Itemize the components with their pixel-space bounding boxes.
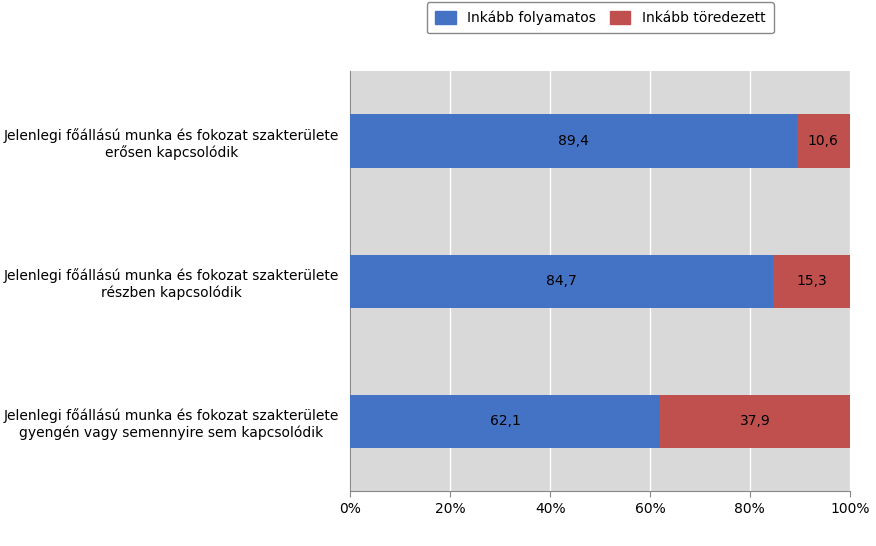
- Text: 10,6: 10,6: [808, 134, 838, 148]
- Bar: [661, 395, 850, 448]
- Text: 84,7: 84,7: [547, 274, 577, 288]
- Legend: Inkább folyamatos, Inkább töredezett: Inkább folyamatos, Inkább töredezett: [427, 2, 774, 33]
- Bar: [350, 115, 797, 168]
- Text: 37,9: 37,9: [739, 414, 771, 428]
- Text: 62,1: 62,1: [490, 414, 521, 428]
- Bar: [774, 254, 850, 308]
- Bar: [797, 115, 850, 168]
- Bar: [350, 395, 661, 448]
- Text: 15,3: 15,3: [796, 274, 827, 288]
- Text: 89,4: 89,4: [558, 134, 589, 148]
- Bar: [350, 254, 774, 308]
